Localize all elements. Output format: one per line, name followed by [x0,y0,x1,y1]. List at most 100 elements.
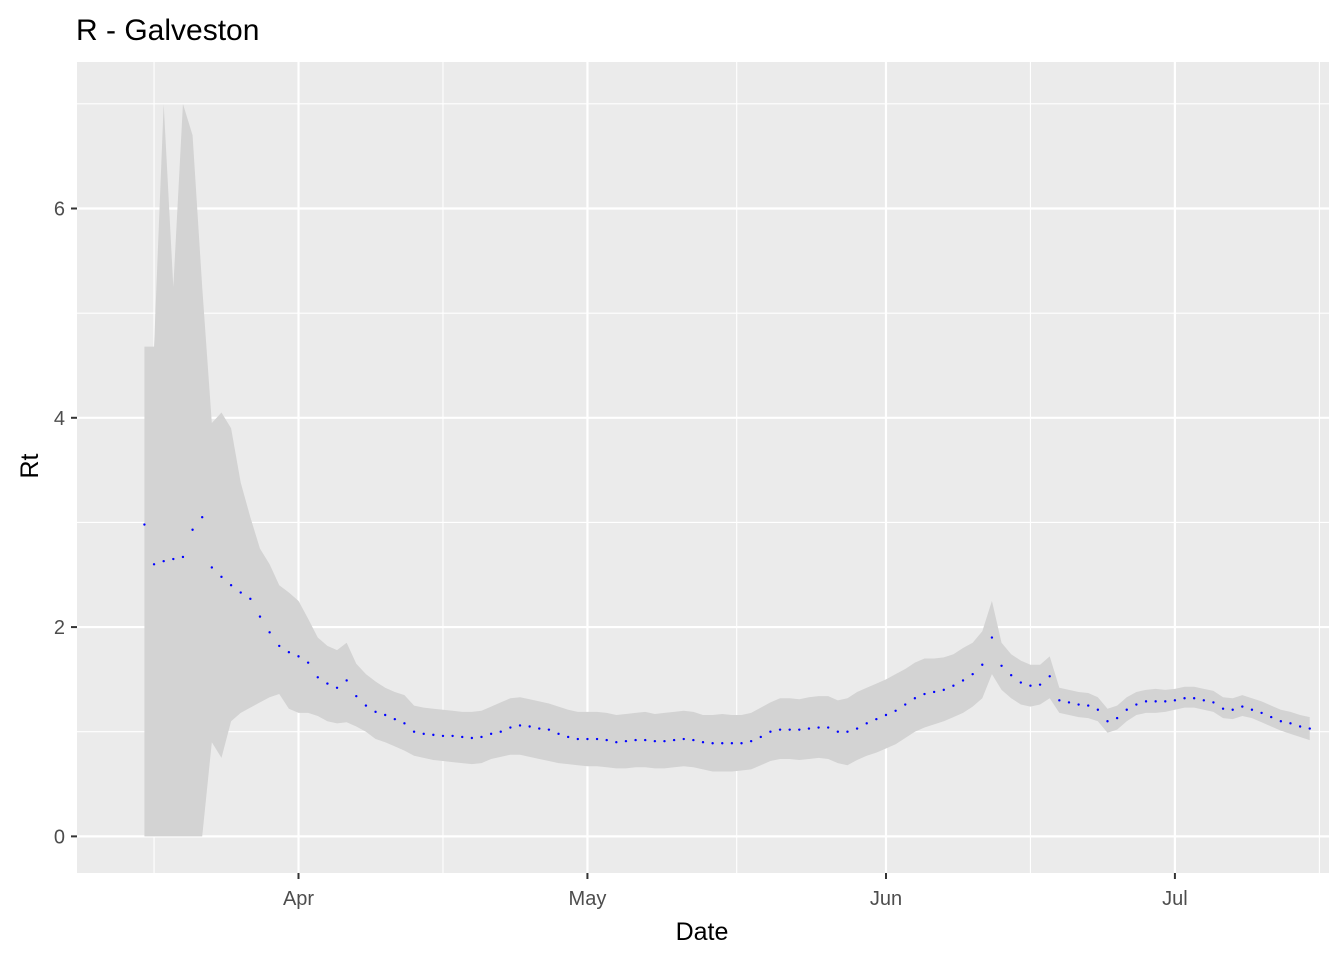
rt-point [509,726,512,729]
rt-point [538,727,541,730]
rt-point [1154,700,1157,703]
rt-point [480,735,483,739]
x-tick-label: Jul [1162,888,1188,910]
rt-point [1231,708,1234,711]
x-tick-label: Apr [283,888,314,910]
rt-point [788,728,791,731]
rt-point [1106,720,1109,723]
rt-point [451,734,454,738]
rt-point [1019,681,1023,684]
rt-point [383,713,387,717]
rt-point [663,739,666,743]
rt-point [769,730,772,733]
rt-point [884,713,888,717]
rt-point [143,523,146,526]
rt-point [865,722,868,725]
rt-point [326,682,329,685]
rt-point [875,717,878,721]
rt-point [1212,701,1215,704]
rt-point [432,733,435,737]
rt-point [692,738,695,742]
rt-point [981,663,984,666]
rt-point [1270,715,1273,719]
rt-point [239,591,242,594]
rt-point [489,732,493,736]
rt-point [1279,720,1283,723]
rt-point [201,516,204,519]
rt-point [162,559,165,563]
rt-point [335,686,339,689]
rt-point [1048,675,1051,678]
rt-point [1183,697,1186,700]
rt-point [499,730,502,733]
rt-point [846,730,849,733]
rt-point [1192,697,1196,700]
rt-point [942,688,945,692]
rt-point [403,722,406,725]
rt-point [461,735,464,739]
rt-point [316,676,319,679]
rt-point [605,738,608,742]
rt-point [952,684,955,687]
rt-point [1289,722,1292,725]
rt-point [644,738,647,742]
rt-point [422,732,425,736]
rt-point [576,737,579,741]
x-tick-label: May [569,888,607,910]
rt-point [971,672,974,676]
rt-point [740,742,743,745]
y-axis: 0 2 4 6 [54,199,77,848]
rt-point [653,739,657,743]
rt-point [730,742,734,745]
x-axis-title: Date [676,918,729,946]
rt-point [191,528,194,531]
rt-point [152,563,156,566]
rt-point [961,679,965,682]
rt-point [220,575,223,579]
rt-point [1164,700,1167,703]
rt-point [528,725,531,728]
rt-estimate-points [143,516,1311,745]
rt-point [615,740,618,744]
rt-point [1308,727,1311,730]
x-axis: Apr May Jun Jul [283,873,1188,910]
rt-point [1087,704,1090,707]
rt-point [412,730,416,733]
rt-point [749,739,753,743]
rt-point [672,738,676,742]
rt-point [1202,699,1206,702]
rt-point [1115,716,1119,720]
rt-point [586,737,589,741]
rt-point [904,703,907,706]
rt-point [1241,705,1244,708]
y-tick-label: 2 [54,617,65,639]
rt-point [1096,708,1100,711]
rt-point [1144,700,1148,703]
rt-point [923,692,926,696]
rt-point [1173,699,1177,702]
rt-point [268,631,271,634]
rt-point [210,566,214,569]
rt-point [1260,711,1263,715]
rt-point [393,717,397,721]
rt-point [1029,684,1032,687]
rt-point [547,728,551,731]
rt-point [306,661,310,664]
rt-point [1298,725,1302,728]
rt-point [817,726,820,729]
rt-point [855,727,859,730]
rt-point [1000,664,1003,667]
rt-point [364,704,368,707]
rt-point [355,694,358,698]
rt-point [913,697,917,700]
rt-point [701,740,705,744]
rt-point [932,690,936,694]
rt-point [798,728,801,731]
rt-point [181,555,185,559]
x-tick-label: Jun [870,888,902,910]
rt-point [278,644,281,648]
rt-point [345,679,348,682]
rt-point [1250,708,1254,711]
rt-point [557,732,560,736]
rt-point [441,734,445,738]
